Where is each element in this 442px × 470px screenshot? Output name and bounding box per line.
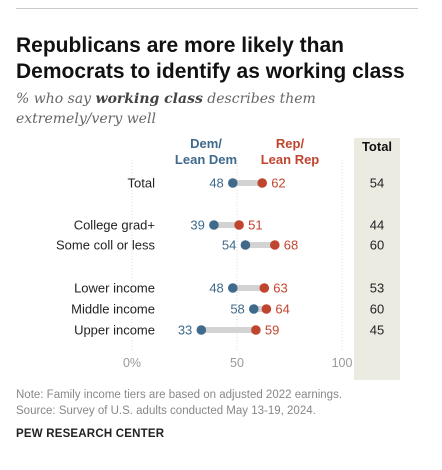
subtitle-bold: working class [95, 91, 203, 107]
dem-value: 48 [209, 281, 223, 296]
dem-value: 39 [190, 218, 204, 233]
dem-dot [209, 220, 219, 230]
row-label: College grad+ [74, 218, 155, 233]
dem-dot [196, 325, 207, 335]
rep-value: 51 [248, 218, 262, 233]
x-tick-label: 0% [123, 356, 141, 370]
dem-value: 48 [209, 176, 223, 191]
total-value: 54 [370, 176, 384, 191]
chart-subtitle: % who say working class describes them e… [16, 89, 426, 129]
rep-dot [251, 325, 261, 335]
row-some-coll-or-less: Some coll or less 54 68 60 [56, 238, 384, 253]
legend-dem: Dem/Lean Dem [175, 136, 237, 167]
rep-dot [270, 240, 280, 250]
subtitle-suffix: describes them extremely/very well [16, 91, 316, 127]
rep-value: 59 [265, 323, 279, 338]
row-label: Upper income [74, 323, 155, 338]
row-label: Some coll or less [56, 238, 155, 253]
row-label: Middle income [71, 302, 155, 317]
total-value: 53 [370, 281, 384, 296]
legend-total: Total [362, 139, 392, 154]
rep-value: 62 [271, 176, 285, 191]
rep-value: 68 [284, 238, 298, 253]
total-value: 60 [370, 302, 384, 317]
note-text: Note: Family income tiers are based on a… [16, 389, 343, 401]
dem-value: 58 [230, 302, 244, 317]
rep-value: 63 [273, 281, 287, 296]
legend-rep: Rep/Lean Rep [261, 136, 320, 167]
rep-dot [259, 283, 270, 293]
dem-dot [228, 283, 238, 293]
legend-dem-line: Lean Dem [175, 152, 237, 167]
rep-dot [234, 220, 244, 230]
row-label: Lower income [74, 281, 155, 296]
chart-title: Republicans are more likely than Democra… [16, 34, 405, 83]
brand-label: PEW RESEARCH CENTER [16, 428, 165, 440]
row-label: Total [128, 176, 156, 191]
subtitle-prefix: % who say [16, 91, 96, 107]
total-column-bg [354, 138, 400, 380]
dem-dot [249, 304, 259, 314]
legend-rep-line: Rep/ [276, 136, 305, 151]
legend-dem-line: Dem/ [190, 136, 222, 151]
row-upper-income: Upper income 33 59 45 [74, 323, 384, 338]
rep-dot [257, 178, 268, 188]
row-total: Total 48 62 54 [128, 176, 385, 191]
row-lower-income: Lower income 48 63 53 [74, 281, 384, 296]
dem-dot [228, 178, 238, 188]
dem-dot [240, 240, 251, 250]
dem-value: 54 [222, 238, 236, 253]
x-tick-label: 100 [332, 356, 353, 370]
total-value: 44 [370, 218, 384, 233]
source-text: Source: Survey of U.S. adults conducted … [16, 405, 316, 417]
dem-value: 33 [178, 323, 192, 338]
x-tick-label: 50 [230, 356, 244, 370]
total-value: 45 [370, 323, 384, 338]
rep-dot [261, 304, 272, 314]
row-college-grad-: College grad+ 39 51 44 [74, 218, 385, 233]
legend-rep-line: Lean Rep [261, 152, 320, 167]
rep-value: 64 [275, 302, 289, 317]
note-block: Note: Family income tiers are based on a… [16, 387, 426, 419]
total-value: 60 [370, 238, 384, 253]
top-rule [16, 8, 418, 9]
row-middle-income: Middle income 58 64 60 [71, 302, 384, 317]
